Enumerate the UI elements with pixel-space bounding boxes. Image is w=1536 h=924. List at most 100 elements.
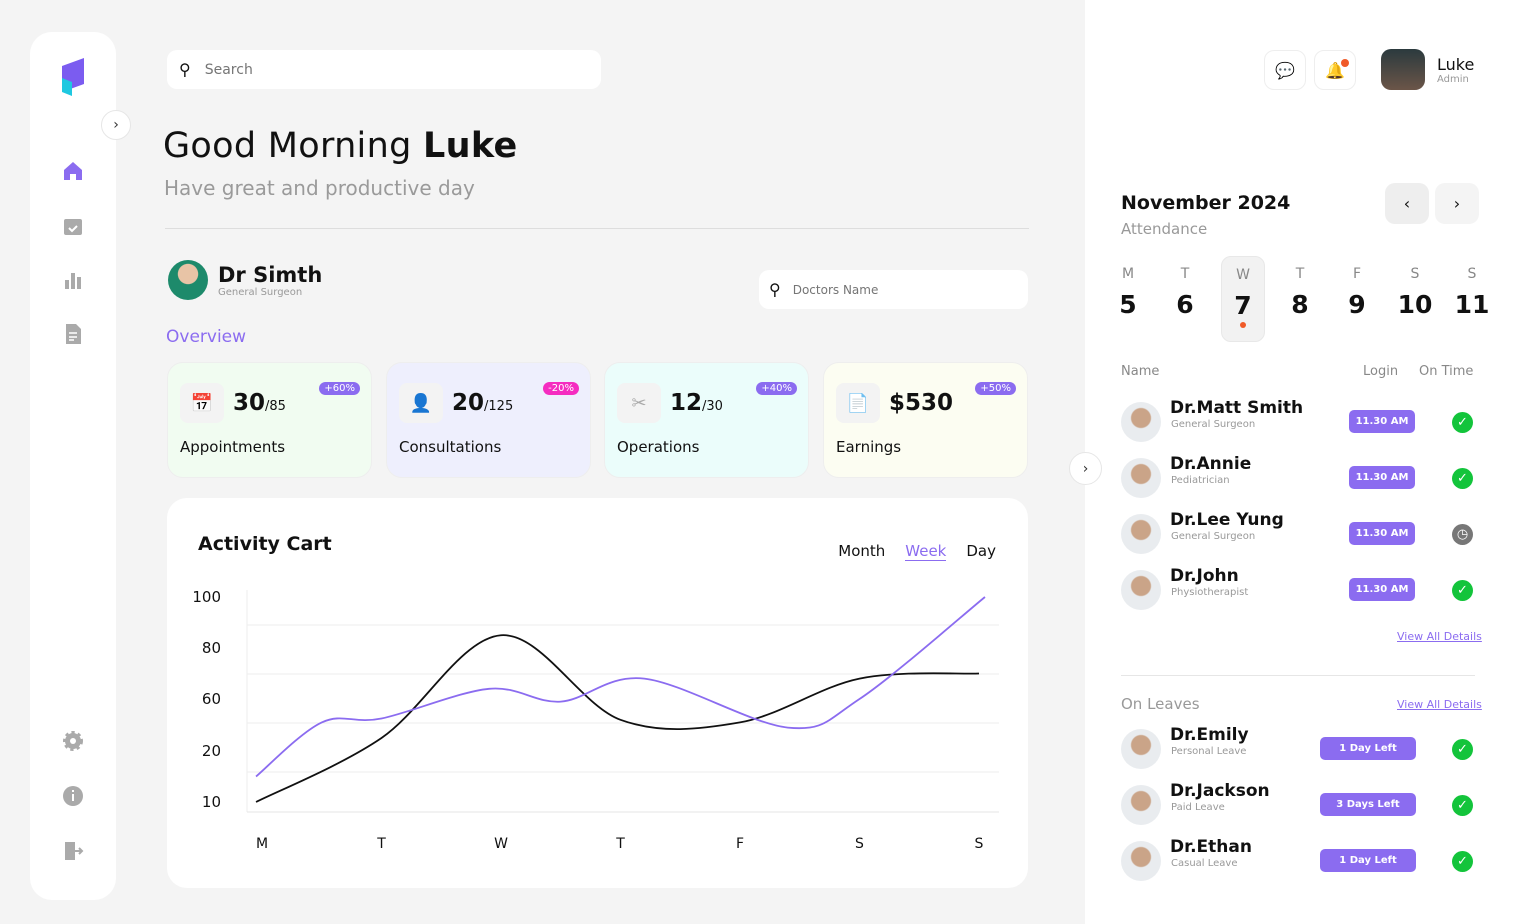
doctor-name: Dr.Jackson	[1170, 781, 1270, 801]
trend-badge: +50%	[975, 382, 1016, 395]
stat-card-consultations[interactable]: 👤 20/125 -20% Consultations	[386, 362, 591, 478]
calendar-day[interactable]: T 6	[1163, 256, 1207, 342]
panel-toggle-button[interactable]: ›	[1069, 452, 1102, 485]
avatar	[1121, 785, 1161, 825]
leave-type: Personal Leave	[1171, 746, 1247, 757]
weekday-label: T	[1180, 266, 1190, 282]
attendance-row[interactable]: Dr.Matt Smith General Surgeon 11.30 AM ✓	[1121, 398, 1481, 444]
document-icon[interactable]	[61, 322, 85, 346]
user-name: Luke	[1437, 54, 1475, 74]
calendar-day[interactable]: W 7	[1221, 256, 1265, 342]
doctor-name: Dr.Matt Smith	[1170, 398, 1304, 418]
leave-row[interactable]: Dr.Emily Personal Leave 1 Day Left ✓	[1121, 725, 1481, 771]
doctor-role: Pediatrician	[1171, 475, 1230, 486]
doctor-search-input[interactable]	[792, 282, 943, 297]
bell-icon: 🔔	[1325, 58, 1349, 80]
scissors-icon: ✂	[617, 383, 661, 423]
stat-card-appointments[interactable]: 📅 30/85 +60% Appointments	[167, 362, 372, 478]
days-left-badge: 1 Day Left	[1320, 849, 1416, 872]
messages-button[interactable]: 💬	[1264, 50, 1306, 90]
user-menu[interactable]: Luke Admin	[1381, 49, 1474, 90]
y-tick-label: 60	[202, 690, 221, 708]
divider	[165, 228, 1029, 229]
trend-badge: -20%	[543, 382, 579, 395]
leave-type: Casual Leave	[1171, 858, 1238, 869]
calendar-day[interactable]: S 11	[1450, 256, 1494, 342]
login-time: 11.30 AM	[1349, 522, 1415, 545]
leave-row[interactable]: Dr.Ethan Casual Leave 1 Day Left ✓	[1121, 837, 1481, 883]
info-icon[interactable]	[61, 784, 85, 808]
stat-card-operations[interactable]: ✂ 12/30 +40% Operations	[604, 362, 809, 478]
user-icon: 👤	[399, 383, 443, 423]
series-line-purple	[255, 596, 986, 778]
search-icon: ⚲	[179, 60, 191, 79]
calendar-icon: 📅	[180, 383, 224, 423]
x-tick-label: M	[256, 836, 268, 852]
check-icon: ✓	[1452, 851, 1473, 872]
logout-icon[interactable]	[61, 839, 85, 863]
avatar	[1121, 458, 1161, 498]
search-bar[interactable]: ⚲	[167, 50, 601, 89]
home-icon[interactable]	[61, 159, 85, 183]
stat-label: Appointments	[180, 438, 286, 456]
login-time: 11.30 AM	[1349, 578, 1415, 601]
chat-icon: 💬	[1275, 60, 1295, 80]
notifications-button[interactable]: 🔔	[1314, 50, 1356, 90]
check-icon: ✓	[1452, 468, 1473, 489]
calendar-day[interactable]: M 5	[1106, 256, 1150, 342]
sidebar	[30, 32, 116, 900]
attendance-row[interactable]: Dr.John Physiotherapist 11.30 AM ✓	[1121, 566, 1481, 612]
login-time: 11.30 AM	[1349, 466, 1415, 489]
prev-month-button[interactable]: ‹	[1385, 183, 1429, 224]
trend-badge: +40%	[756, 382, 797, 395]
tab-day[interactable]: Day	[966, 542, 996, 560]
weekday-label: T	[1295, 266, 1305, 282]
y-tick-label: 80	[202, 639, 221, 657]
day-number: 6	[1176, 290, 1194, 319]
y-tick-label: 10	[202, 793, 221, 811]
avatar	[1121, 841, 1161, 881]
divider	[1121, 675, 1475, 676]
search-input[interactable]	[204, 61, 379, 78]
series-line-black	[255, 634, 980, 803]
calendar-day[interactable]: S 10	[1393, 256, 1437, 342]
calendar-subtitle: Attendance	[1121, 220, 1208, 238]
x-tick-label: T	[615, 836, 625, 852]
chart-tabs: Month Week Day	[838, 542, 996, 561]
settings-icon[interactable]	[61, 729, 85, 753]
doctor-search[interactable]: ⚲	[759, 270, 1028, 309]
tab-week[interactable]: Week	[905, 542, 947, 561]
check-icon: ✓	[1452, 580, 1473, 601]
tab-month[interactable]: Month	[838, 542, 886, 560]
view-all-leaves-link[interactable]: View All Details	[1397, 698, 1482, 711]
attendance-row[interactable]: Dr.Annie Pediatrician 11.30 AM ✓	[1121, 454, 1481, 500]
day-number: 5	[1119, 290, 1137, 319]
chart-plot: 100 80 60 20 10 M T W T F S S	[192, 588, 999, 852]
calendar-day[interactable]: T 8	[1278, 256, 1322, 342]
calendar-day[interactable]: F 9	[1335, 256, 1379, 342]
invoice-icon: 📄	[836, 383, 880, 423]
clock-icon: ◷	[1452, 524, 1473, 545]
stat-card-earnings[interactable]: 📄 $530 +50% Earnings	[823, 362, 1028, 478]
trend-badge: +60%	[319, 382, 360, 395]
calendar-icon[interactable]	[61, 214, 85, 238]
avatar	[168, 260, 208, 300]
stat-label: Consultations	[399, 438, 502, 456]
day-number: 10	[1397, 290, 1433, 319]
check-icon: ✓	[1452, 795, 1473, 816]
col-on-time: On Time	[1419, 364, 1474, 379]
weekday-label: S	[1467, 266, 1477, 282]
doctor-name: Dr.John	[1170, 566, 1239, 586]
weekday-label: W	[1236, 267, 1250, 283]
search-icon: ⚲	[769, 280, 781, 299]
check-icon: ✓	[1452, 739, 1473, 760]
attendance-row[interactable]: Dr.Lee Yung General Surgeon 11.30 AM ◷	[1121, 510, 1481, 556]
sidebar-expand-button[interactable]: ›	[101, 110, 131, 140]
stat-value: 12/30	[670, 390, 723, 416]
leave-type: Paid Leave	[1171, 802, 1225, 813]
y-tick-label: 100	[192, 588, 221, 606]
leave-row[interactable]: Dr.Jackson Paid Leave 3 Days Left ✓	[1121, 781, 1481, 827]
next-month-button[interactable]: ›	[1435, 183, 1479, 224]
chart-icon[interactable]	[61, 268, 85, 292]
view-all-attendance-link[interactable]: View All Details	[1397, 630, 1482, 643]
